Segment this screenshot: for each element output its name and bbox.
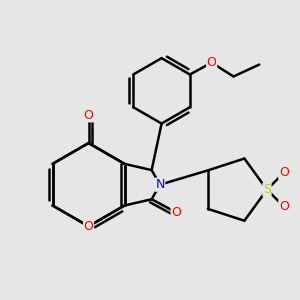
Text: O: O [279, 166, 289, 179]
Text: O: O [171, 206, 181, 219]
Text: N: N [155, 178, 165, 191]
Text: O: O [84, 109, 94, 122]
Text: O: O [279, 200, 289, 213]
Text: O: O [207, 56, 217, 69]
Text: O: O [84, 220, 94, 233]
Text: S: S [263, 183, 271, 196]
